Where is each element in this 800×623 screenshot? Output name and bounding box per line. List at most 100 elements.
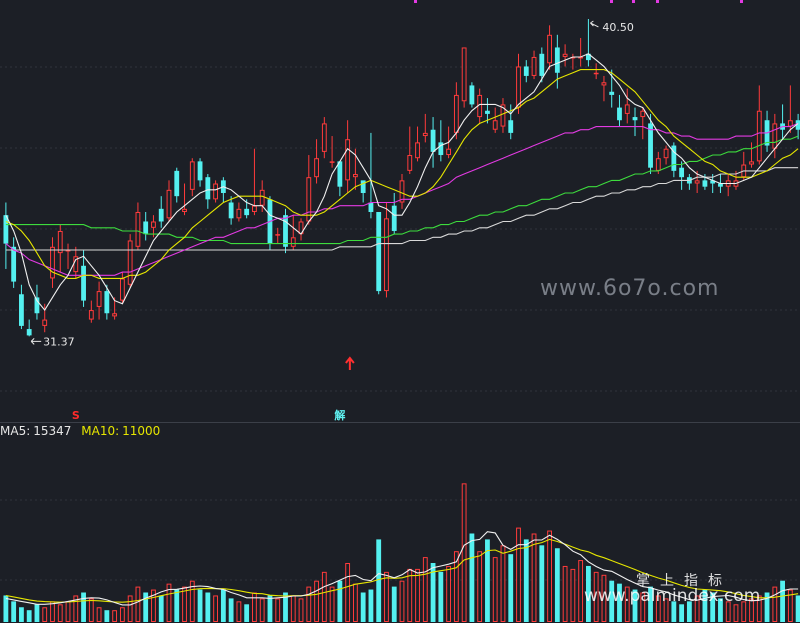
volume-bar-8 bbox=[65, 601, 71, 622]
candle-body-83 bbox=[648, 123, 653, 168]
volume-bar-59 bbox=[461, 483, 467, 622]
watermark-site-bottom: www.palmindex.com bbox=[584, 586, 761, 606]
volume-bar-89 bbox=[694, 595, 700, 623]
candle-body-66 bbox=[516, 66, 521, 108]
volume-bar-88 bbox=[686, 601, 692, 622]
volume-bar-26 bbox=[205, 592, 211, 622]
candle-body-84 bbox=[655, 158, 661, 171]
candle-body-0 bbox=[3, 215, 9, 244]
candle-body-35 bbox=[275, 234, 281, 236]
volume-bar-78 bbox=[609, 580, 615, 622]
volume-bar-21 bbox=[166, 583, 172, 623]
candle-body-44 bbox=[345, 139, 351, 181]
volume-bar-39 bbox=[306, 586, 312, 622]
candle-body-24 bbox=[189, 161, 195, 190]
candle-body-62 bbox=[485, 110, 490, 114]
volume-bar-42 bbox=[329, 586, 335, 622]
volume-bar-37 bbox=[290, 595, 296, 623]
volume-bar-68 bbox=[531, 533, 537, 622]
volume-bar-56 bbox=[438, 571, 444, 622]
volume-bar-18 bbox=[143, 592, 149, 622]
volume-bar-85 bbox=[663, 598, 669, 623]
volume-bar-25 bbox=[197, 589, 203, 622]
candle-body-79 bbox=[617, 107, 622, 121]
candle-body-58 bbox=[453, 94, 459, 133]
candle-body-90 bbox=[702, 180, 708, 187]
low-arrow bbox=[30, 337, 42, 345]
volume-bar-64 bbox=[500, 545, 506, 622]
volume-bar-10 bbox=[81, 592, 86, 622]
candle-body-23 bbox=[182, 208, 187, 212]
candle-body-42 bbox=[329, 161, 335, 163]
volume-bar-22 bbox=[174, 589, 180, 622]
signal-mark-0: S bbox=[72, 409, 80, 422]
grid-lines bbox=[0, 66, 800, 581]
vol-ma10-label: MA10: bbox=[81, 424, 120, 438]
vol-ma5-label: MA5: bbox=[0, 424, 31, 438]
volume-bar-67 bbox=[523, 539, 529, 622]
volume-bar-40 bbox=[314, 580, 319, 623]
volume-bar-3 bbox=[26, 610, 32, 622]
candle-body-102 bbox=[795, 120, 800, 130]
candle-body-14 bbox=[112, 313, 118, 317]
volume-bar-66 bbox=[516, 527, 521, 622]
ma20-line bbox=[5, 122, 799, 276]
volume-bar-91 bbox=[710, 592, 716, 622]
candle-body-43 bbox=[337, 161, 343, 187]
candle-body-65 bbox=[508, 120, 514, 133]
candle-body-86 bbox=[671, 145, 677, 171]
volume-bar-100 bbox=[780, 580, 785, 622]
top-marker-3 bbox=[656, 0, 659, 3]
candle-body-12 bbox=[96, 291, 102, 307]
candle-body-68 bbox=[531, 56, 537, 76]
volume-legend: MA5: 15347 MA10: 11000 bbox=[0, 424, 166, 438]
volume-bar-43 bbox=[337, 580, 343, 622]
top-marker-4 bbox=[740, 0, 743, 3]
volume-bar-11 bbox=[88, 598, 94, 623]
candle-body-7 bbox=[57, 230, 63, 254]
volume-bar-29 bbox=[228, 598, 234, 622]
volume-bar-99 bbox=[772, 586, 778, 622]
volume-bar-90 bbox=[702, 589, 708, 622]
candle-body-75 bbox=[586, 53, 591, 61]
volume-bar-77 bbox=[601, 574, 607, 622]
volume-bar-4 bbox=[34, 604, 40, 622]
candle-body-27 bbox=[213, 183, 218, 200]
volume-bar-79 bbox=[617, 583, 622, 622]
volume-bar-20 bbox=[158, 595, 164, 622]
high-price-label: 40.50 bbox=[602, 21, 634, 34]
volume-bar-65 bbox=[508, 554, 514, 622]
volume-bar-87 bbox=[679, 604, 685, 622]
candle-body-39 bbox=[306, 177, 312, 222]
candle-body-85 bbox=[663, 148, 669, 159]
top-marker-0 bbox=[414, 0, 417, 3]
top-marker-1 bbox=[610, 0, 613, 3]
volume-bar-80 bbox=[624, 586, 630, 622]
volume-bar-5 bbox=[42, 607, 48, 622]
vol-ma10-value: 11000 bbox=[122, 424, 161, 438]
volume-bar-61 bbox=[477, 551, 483, 623]
volume-bar-92 bbox=[718, 598, 723, 622]
volume-bar-58 bbox=[453, 551, 459, 623]
volume-bar-2 bbox=[19, 607, 24, 622]
buy-arrow bbox=[345, 356, 355, 370]
candle-body-13 bbox=[104, 291, 110, 314]
volume-bar-93 bbox=[725, 601, 731, 622]
candle-body-47 bbox=[368, 202, 374, 212]
volume-bar-6 bbox=[50, 601, 55, 622]
moving-average-lines bbox=[5, 53, 799, 312]
low-price-label: 31.37 bbox=[43, 335, 74, 348]
candle-body-54 bbox=[422, 132, 428, 137]
candle-body-36 bbox=[283, 215, 288, 247]
high-arrow bbox=[590, 20, 599, 28]
volume-bar-24 bbox=[189, 580, 195, 623]
signal-mark-1: 解 bbox=[334, 408, 345, 422]
volume-bar-45 bbox=[352, 583, 358, 623]
volume-bar-55 bbox=[430, 563, 436, 622]
candle-body-80 bbox=[624, 104, 630, 114]
candle-body-50 bbox=[391, 205, 397, 231]
candle-body-59 bbox=[461, 47, 467, 102]
candle-body-77 bbox=[601, 82, 607, 86]
volume-bar-72 bbox=[562, 565, 568, 623]
volume-bar-51 bbox=[399, 580, 405, 623]
